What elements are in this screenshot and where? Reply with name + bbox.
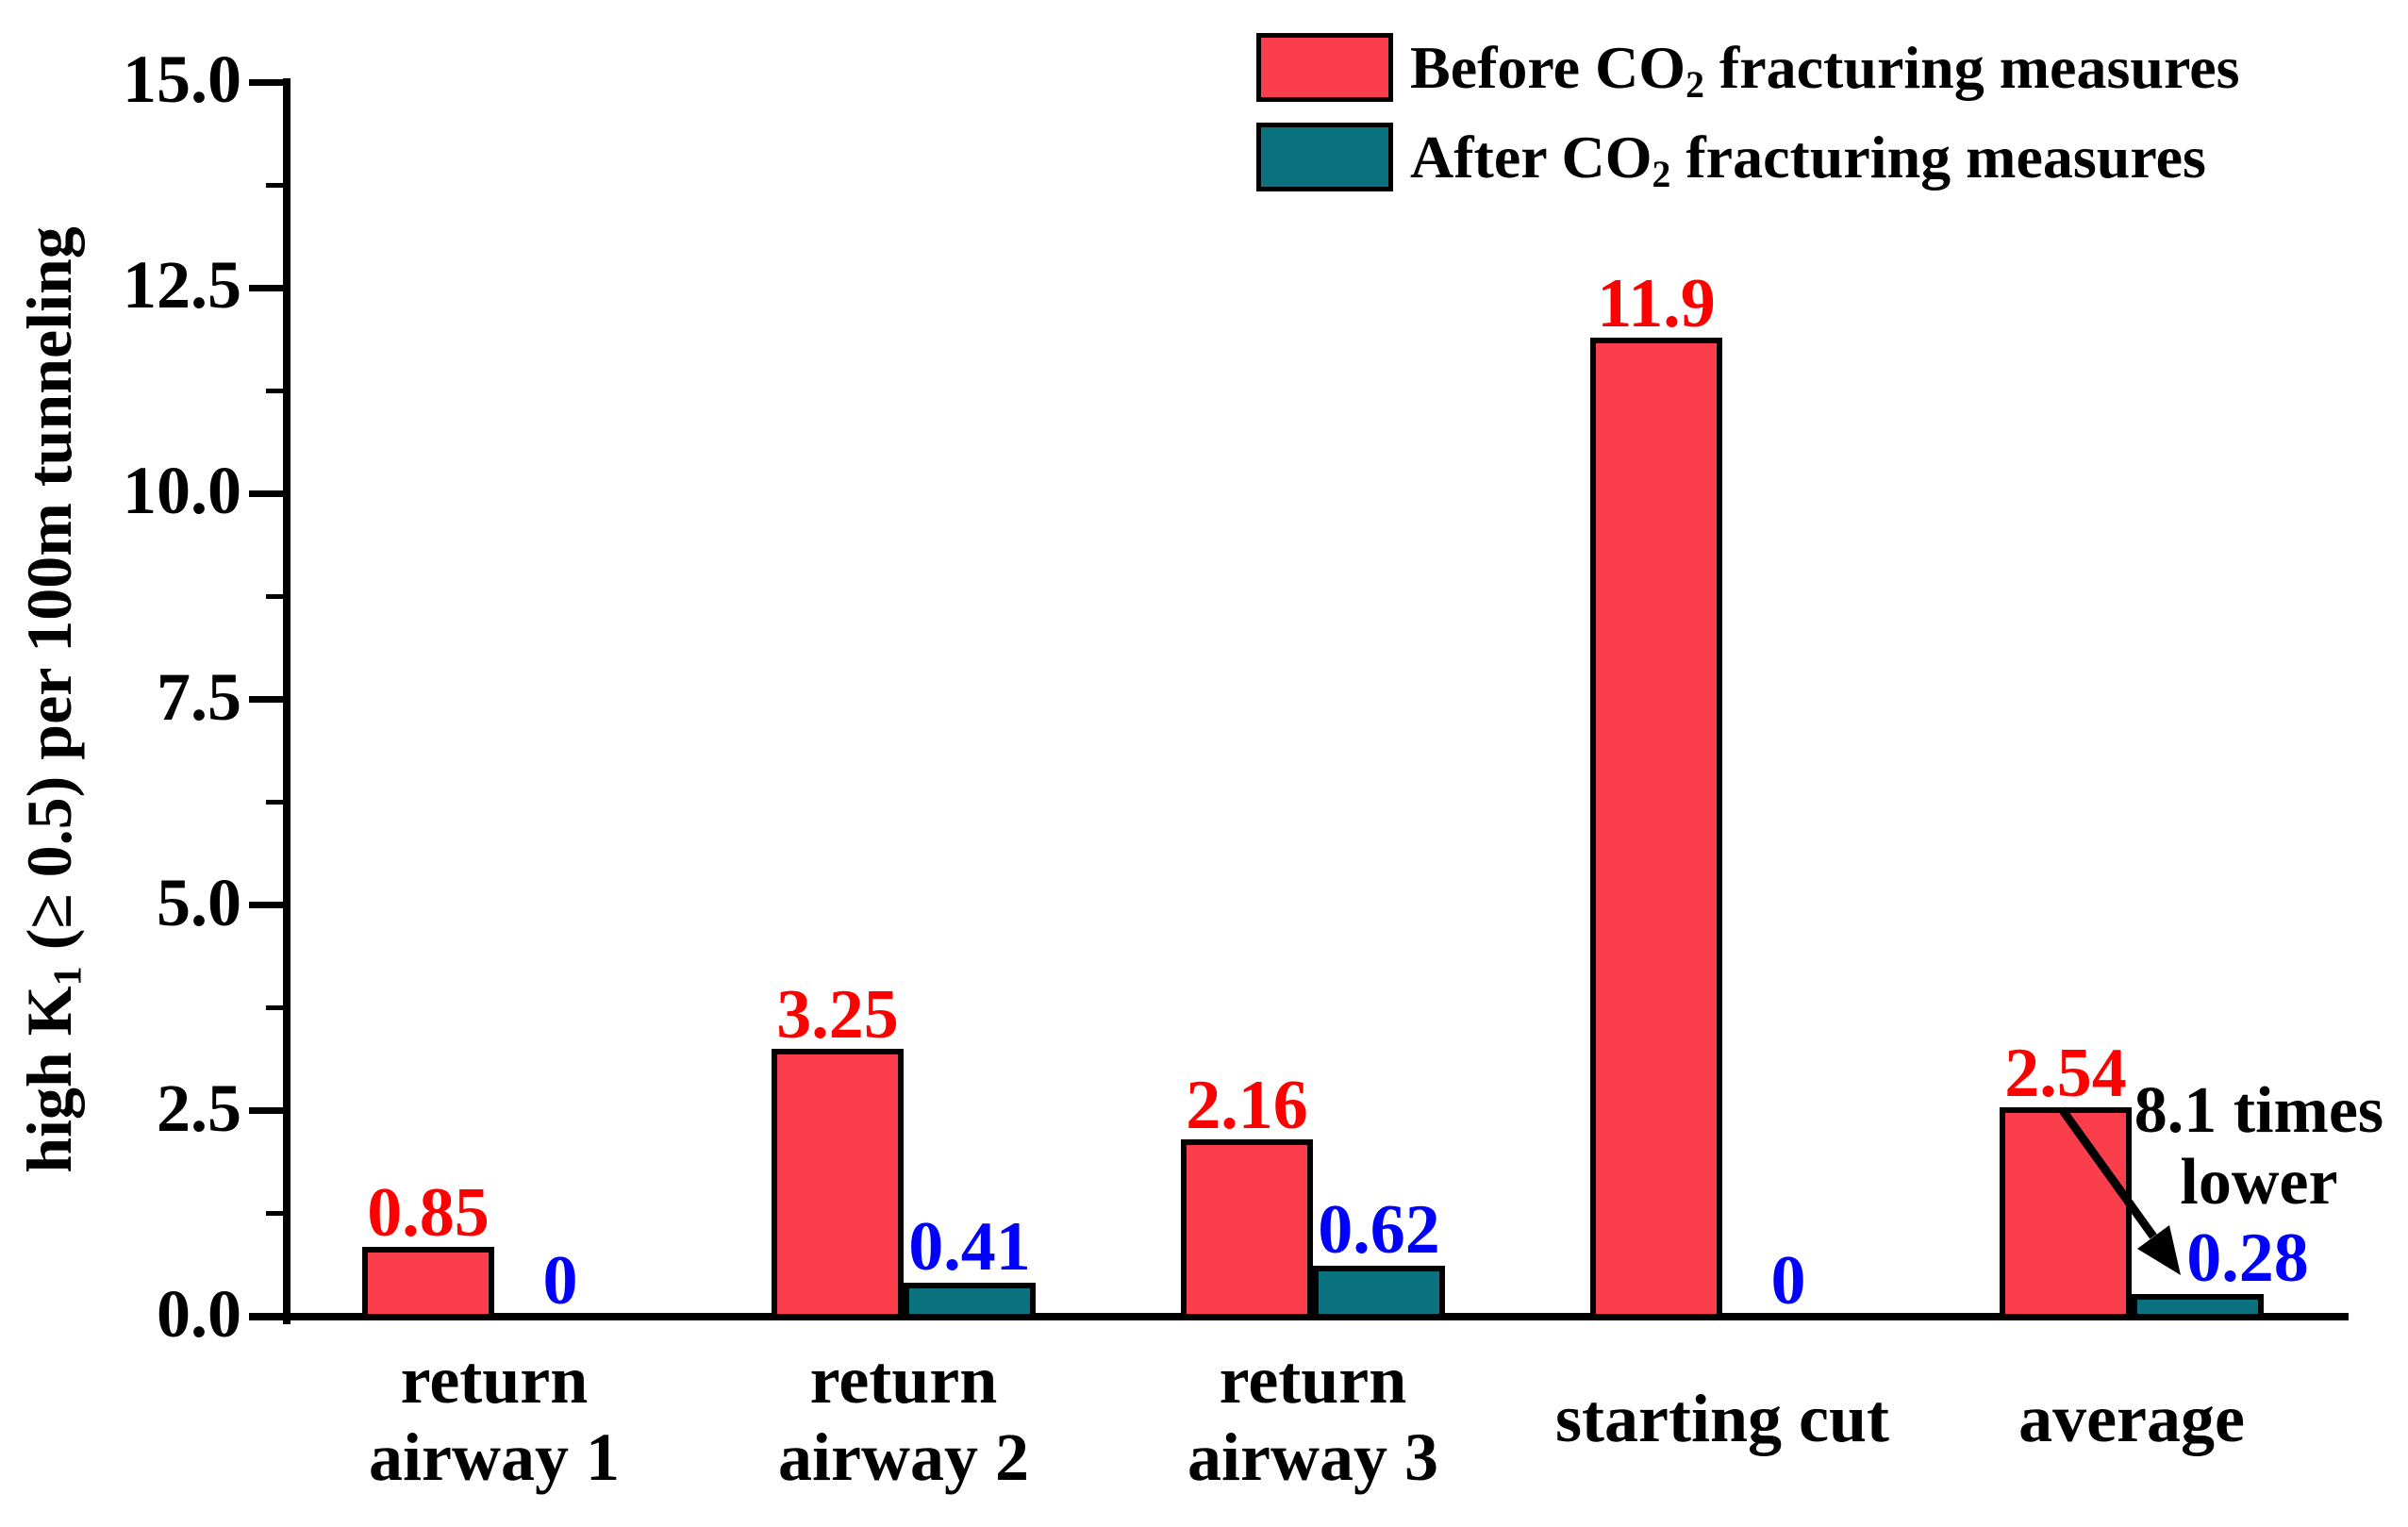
y-tick-label: 10.0 [123,453,241,528]
value-label-after: 0.41 [908,1208,1031,1286]
y-tick-label: 2.5 [157,1071,241,1146]
legend-swatch-before [1256,33,1393,102]
category-label-line: return [809,1342,998,1418]
category-label: starting cut [1439,1339,2005,1498]
category-label-line: airway 3 [1187,1419,1438,1495]
category-label: return airway 1 [211,1339,777,1498]
bar-before [772,1049,904,1320]
y-tick-label: 7.5 [157,659,241,735]
value-label-after: 0 [542,1242,578,1320]
legend-label-after: After CO2 fracturing measures [1410,123,2206,192]
bar-after [904,1283,1036,1320]
annotation-line-1: 8.1 times [2134,1074,2384,1147]
category-label-line: starting cut [1555,1381,1889,1456]
legend: Before CO2 fracturing measures After CO2… [1256,33,2240,192]
bar-before [2000,1107,2132,1320]
value-label-before: 11.9 [1597,265,1716,342]
value-label-after: 0.62 [1318,1191,1440,1269]
value-label-before: 2.54 [2004,1035,2127,1112]
legend-label-before: Before CO2 fracturing measures [1410,37,2240,103]
category-label: return airway 2 [621,1339,1187,1498]
legend-label-after-post: fracturing measures [1670,123,2206,191]
y-minor-tick [266,389,283,393]
legend-label-before-pre: Before CO [1410,33,1686,101]
y-minor-tick [266,1005,283,1010]
legend-label-after-pre: After CO [1410,123,1652,191]
value-label-after: 0 [1770,1242,1806,1320]
y-tick-label: 5.0 [157,865,241,940]
value-label-after: 0.28 [2186,1220,2309,1297]
y-minor-tick [266,594,283,599]
category-label-line: airway 1 [369,1419,620,1495]
y-major-tick [249,902,283,908]
y-tick-label: 0.0 [157,1276,241,1352]
bar-before [1181,1139,1313,1320]
y-minor-tick [266,800,283,805]
y-major-tick [249,696,283,703]
legend-item-after: After CO2 fracturing measures [1256,123,2240,192]
y-major-tick [249,1107,283,1114]
category-label-line: airway 2 [778,1419,1029,1495]
category-label-line: return [1219,1342,1407,1418]
value-label-before: 0.85 [367,1174,490,1252]
annotation-text: 8.1 times lower [2134,1075,2384,1219]
annotation-line-2: lower [2180,1146,2338,1219]
y-tick-label: 15.0 [123,41,241,117]
y-major-tick [249,1314,283,1320]
value-label-before: 3.25 [776,976,899,1054]
category-label: return airway 3 [1030,1339,1596,1498]
category-label-line: return [400,1342,589,1418]
y-major-tick [249,490,283,497]
y-minor-tick [266,1211,283,1216]
legend-label-before-sub: 2 [1686,63,1704,106]
y-major-tick [249,285,283,291]
legend-item-before: Before CO2 fracturing measures [1256,33,2240,103]
bar-after [2132,1294,2264,1320]
y-tick-label: 12.5 [123,247,241,323]
legend-label-before-post: fracturing measures [1703,33,2240,101]
category-label: average [1849,1339,2408,1498]
category-label-line: average [2018,1381,2245,1456]
legend-swatch-after [1256,123,1393,191]
y-minor-tick [266,183,283,188]
bar-before [1590,338,1722,1320]
bar-before [362,1247,494,1320]
bar-after [1313,1266,1445,1320]
y-axis-spine [283,78,291,1324]
legend-label-after-sub: 2 [1652,153,1671,195]
value-label-before: 2.16 [1186,1067,1308,1144]
y-major-tick [249,79,283,86]
